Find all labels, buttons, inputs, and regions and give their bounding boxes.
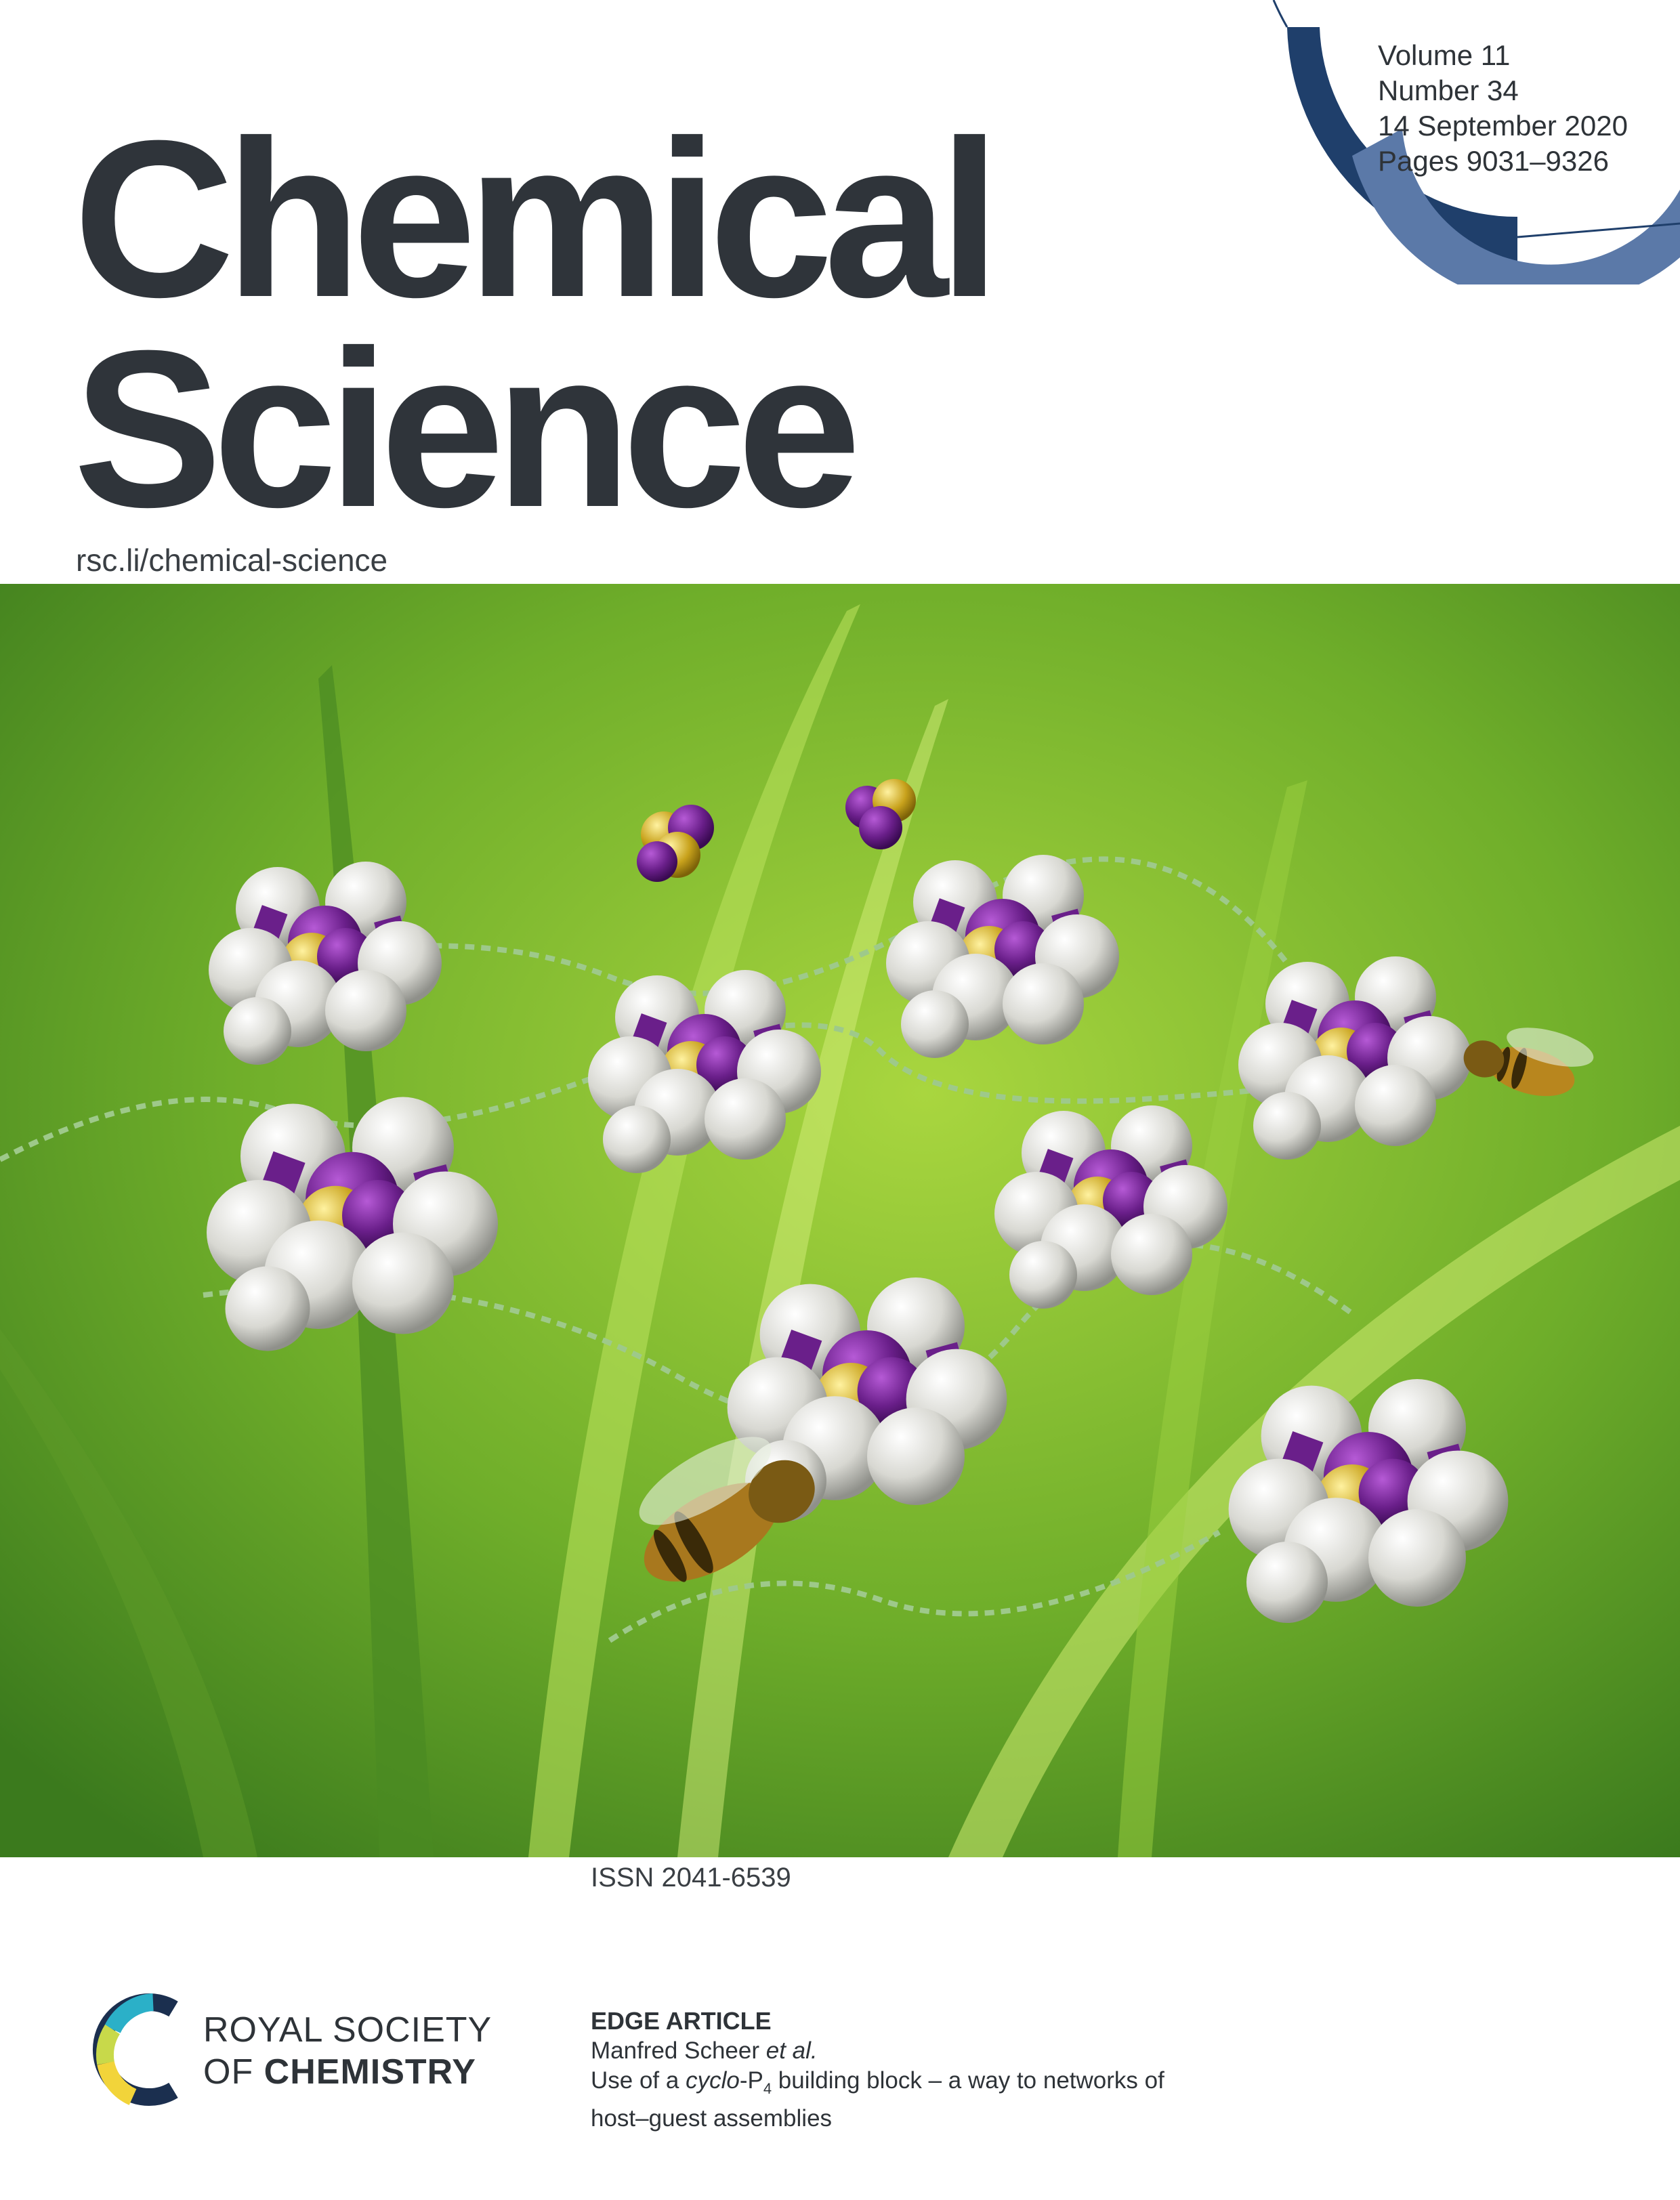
- publisher-line1: ROYAL SOCIETY: [203, 2010, 492, 2050]
- issue-info: Volume 11 Number 34 14 September 2020 Pa…: [1378, 38, 1628, 179]
- bee-illustration-small: [1463, 1028, 1594, 1097]
- featured-article: EDGE ARTICLE Manfred Scheer et al. Use o…: [591, 2006, 1164, 2134]
- issn: ISSN 2041-6539: [591, 1863, 791, 1892]
- issue-date: 14 September 2020: [1378, 110, 1628, 142]
- publisher-name: ROYAL SOCIETY OF CHEMISTRY: [203, 2009, 492, 2093]
- journal-title-line2: Science: [73, 303, 862, 553]
- journal-title-line1: Chemical: [73, 93, 1001, 343]
- issue-arc-graphic: [1272, 0, 1680, 284]
- journal-url[interactable]: rsc.li/chemical-science: [76, 543, 388, 578]
- journal-title: Chemical Science: [73, 93, 1001, 553]
- bee-illustration: [639, 1437, 815, 1582]
- rsc-logo-icon: [93, 1993, 178, 2106]
- issue-number: Number 34: [1378, 75, 1519, 106]
- cover-image: [0, 584, 1680, 1857]
- article-title-line1: Use of a cyclo-P4 building block – a way…: [591, 2067, 1164, 2097]
- issue-volume: Volume 11: [1378, 39, 1511, 71]
- publisher-line2: OF CHEMISTRY: [203, 2052, 476, 2092]
- issue-pages: Pages 9031–9326: [1378, 145, 1609, 177]
- article-author: Manfred Scheer et al.: [591, 2037, 818, 2064]
- article-title-line2: host–guest assemblies: [591, 2105, 833, 2132]
- article-type: EDGE ARTICLE: [591, 2007, 772, 2035]
